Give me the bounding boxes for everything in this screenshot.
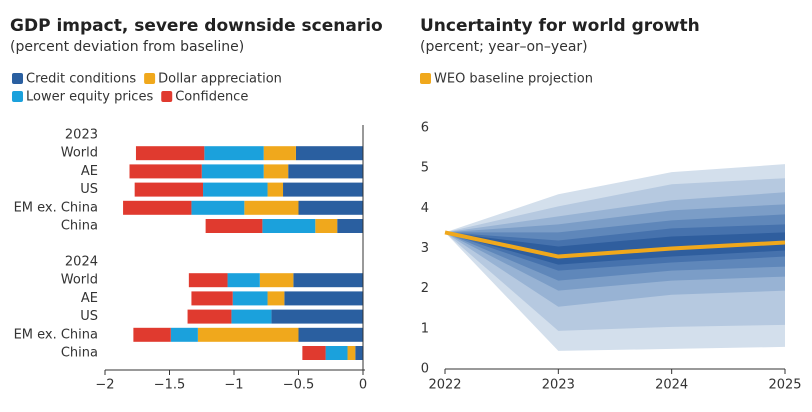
legend-swatch (144, 73, 156, 84)
legend-label: Dollar appreciation (158, 72, 282, 87)
bar-segment (205, 219, 263, 233)
category-label: World (61, 273, 98, 288)
y-tick-label: 5 (421, 161, 429, 176)
legend-swatch (12, 73, 23, 84)
category-label: US (80, 309, 98, 324)
category-label: China (61, 346, 98, 361)
bar-segment (133, 327, 171, 342)
bar-segment (259, 273, 294, 288)
fan-band (445, 232, 785, 265)
bar-segment (267, 182, 284, 197)
category-label: EM ex. China (14, 327, 98, 342)
bar-segment (295, 146, 363, 161)
bar-segment (204, 146, 264, 161)
category-label: EM ex. China (14, 200, 98, 215)
bar-segment (134, 182, 204, 197)
category-label: World (61, 146, 98, 161)
chart-subtitle: (percent deviation from baseline) (10, 39, 244, 55)
x-tick-label: 2022 (428, 378, 461, 393)
bar-segment (188, 273, 228, 288)
bar-segment (288, 164, 363, 179)
bar-segment (298, 200, 363, 215)
bar-segment (231, 309, 272, 324)
bar-segment (325, 346, 348, 360)
group-label: 2023 (65, 128, 98, 143)
bar-segment (197, 327, 299, 342)
x-tick-label: −1.5 (154, 378, 186, 393)
y-tick-label: 1 (421, 321, 429, 336)
bar-segment (201, 164, 264, 179)
bar-segment (123, 200, 192, 215)
line (444, 230, 786, 259)
category-label: China (61, 219, 98, 234)
y-tick-label: 2 (421, 281, 429, 296)
bar-segment (315, 219, 338, 233)
category-label: AE (81, 291, 98, 306)
bar-segment (293, 273, 363, 288)
category-label: US (80, 182, 98, 197)
chart-subtitle: (percent; year–on–year) (420, 39, 588, 55)
bar-segment (347, 346, 356, 360)
bar-segment (227, 273, 260, 288)
bar-segment (262, 219, 316, 233)
bar-segment (191, 200, 245, 215)
y-tick-label: 4 (421, 201, 429, 216)
bar-segment (263, 146, 296, 161)
y-tick-label: 0 (421, 362, 429, 377)
chart-title: GDP impact, severe downside scenario (10, 16, 383, 36)
legend-label: Credit conditions (26, 72, 136, 87)
bar-segment (187, 309, 232, 324)
x-tick-label: 0 (359, 378, 367, 393)
bar-segment (135, 146, 205, 161)
chart-title: Uncertainty for world growth (420, 16, 700, 36)
x-tick-label: −1 (224, 378, 243, 393)
bar-segment (232, 291, 268, 306)
bar-segment (203, 182, 268, 197)
x-tick-label: −0.5 (283, 378, 315, 393)
bar-segment (267, 291, 285, 306)
legend-label: Lower equity prices (26, 90, 153, 105)
category-label: AE (81, 164, 98, 179)
bar-segment (283, 182, 363, 197)
bar-segment (298, 327, 363, 342)
legend-swatch (420, 73, 431, 84)
bar-segment (244, 200, 299, 215)
bar-segment (284, 291, 363, 306)
x-tick-label: 2025 (768, 378, 801, 393)
legend-label: Confidence (175, 90, 248, 105)
bar-segment (129, 164, 202, 179)
y-tick-label: 3 (421, 241, 429, 256)
x-tick-label: 2023 (542, 378, 575, 393)
bar-segment (191, 291, 233, 306)
legend-label: WEO baseline projection (434, 72, 593, 87)
legend-swatch (161, 91, 173, 102)
y-tick-label: 6 (421, 121, 429, 136)
bar-segment (263, 164, 289, 179)
bar-segment (355, 346, 363, 360)
bar-segment (337, 219, 363, 233)
legend-swatch (12, 91, 23, 102)
x-tick-label: −2 (95, 378, 114, 393)
group-label: 2024 (65, 255, 98, 270)
x-tick-label: 2024 (655, 378, 688, 393)
bar-segment (302, 346, 326, 360)
bar-segment (170, 327, 198, 342)
bar-segment (271, 309, 363, 324)
